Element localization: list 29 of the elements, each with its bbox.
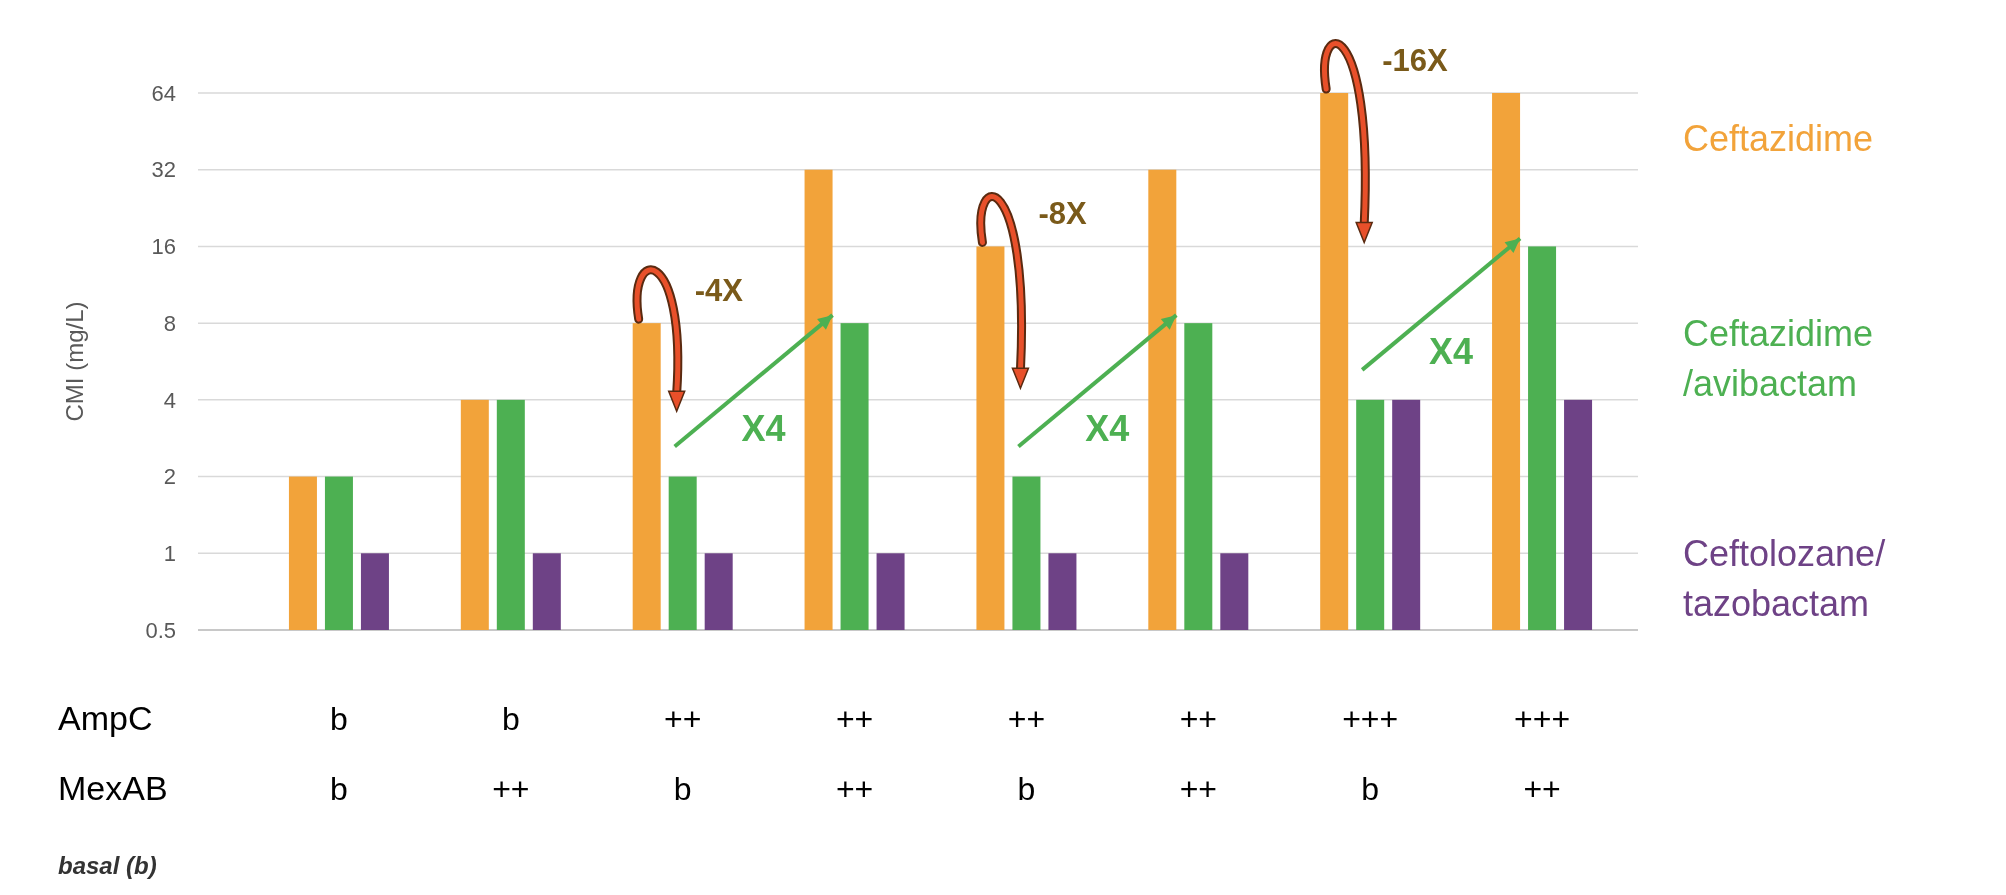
x-tick-label: ++ b	[664, 701, 702, 807]
x-tick-label: ++ ++	[1179, 701, 1217, 807]
annotation: X4	[1085, 407, 1130, 449]
x-tick-label: b b	[330, 701, 348, 807]
y-tick-label: 4	[163, 387, 176, 413]
y-axis-title: CMI (mg/L)	[61, 301, 88, 422]
annotation: X4	[741, 407, 786, 449]
text: MexAB	[58, 769, 168, 807]
text: Ceftolozane/ tazobactam	[1683, 533, 1886, 624]
text: basal (b)	[58, 852, 157, 879]
text: AmpC	[58, 699, 153, 737]
text: Ceftazidime	[1683, 118, 1874, 159]
annotation: X4	[1429, 331, 1474, 373]
x-tick-label: ++ ++	[835, 701, 874, 807]
annotation: -8X	[1038, 196, 1087, 232]
y-tick-label: 1	[163, 540, 176, 566]
y-tick-label: 0.5	[145, 617, 176, 643]
x-tick-label: +++ ++	[1514, 701, 1571, 807]
y-tick-label: 16	[151, 234, 176, 260]
y-tick-label: 2	[163, 464, 176, 490]
x-tick-label: b ++	[492, 701, 530, 807]
x-tick-label: ++ b	[1007, 701, 1046, 807]
y-tick-label: 8	[163, 310, 176, 336]
x-tick-label: +++ b	[1342, 701, 1399, 807]
text: Ceftazidime /avibactam	[1683, 313, 1874, 404]
text: -16X	[1382, 43, 1448, 78]
y-tick-label: 32	[151, 157, 176, 183]
y-tick-label: 64	[151, 80, 176, 106]
annotation: -4X	[694, 273, 744, 309]
